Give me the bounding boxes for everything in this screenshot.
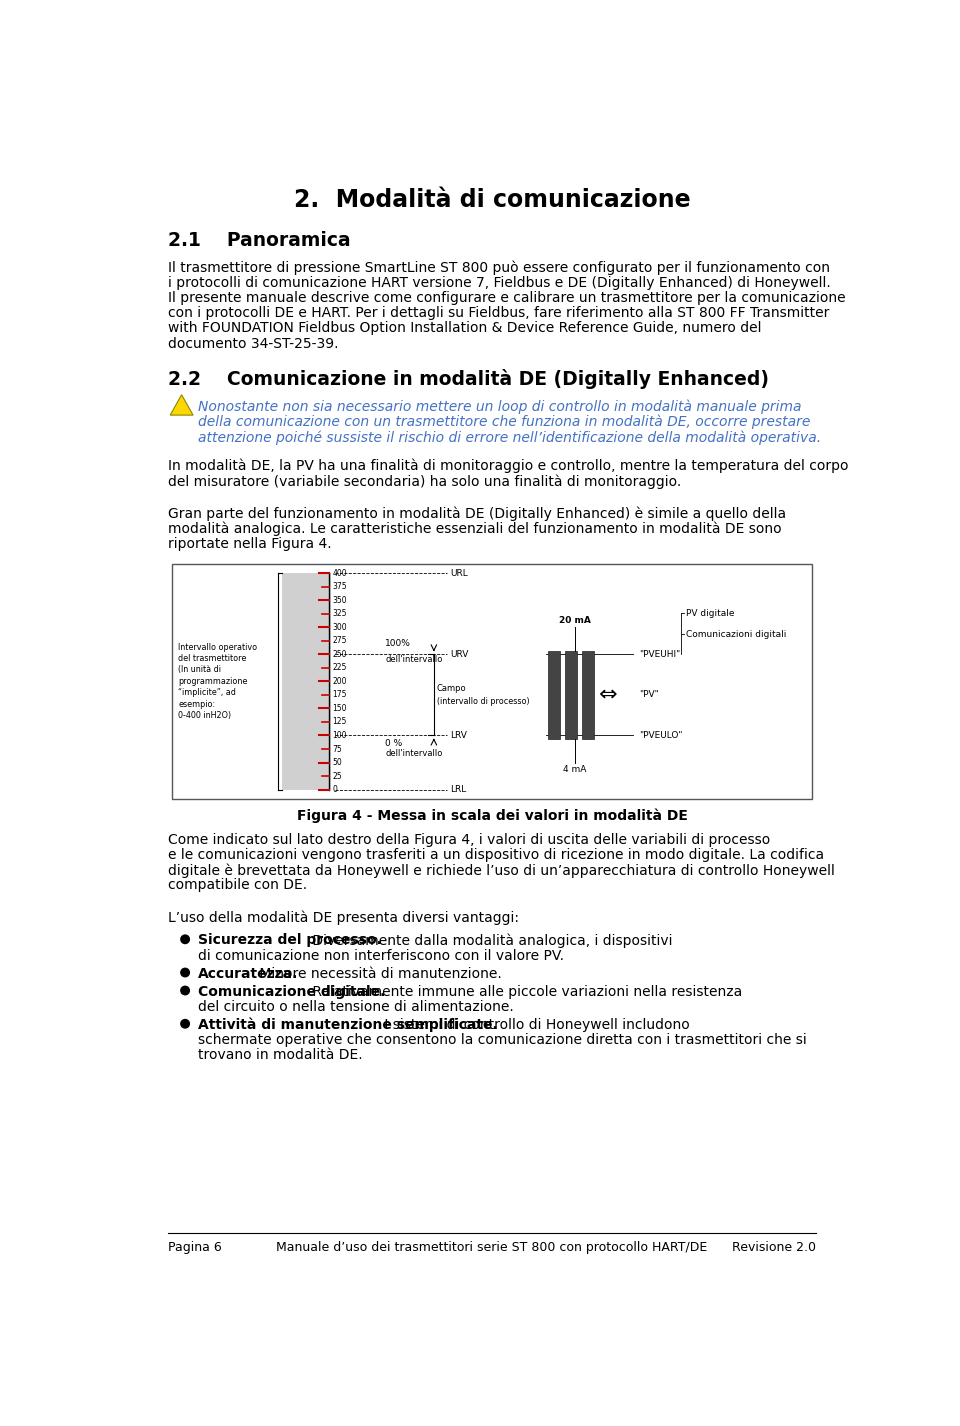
Text: attenzione poiché sussiste il rischio di errore nell’identificazione della modal: attenzione poiché sussiste il rischio di… <box>198 431 821 445</box>
Bar <box>582 652 594 739</box>
Text: documento 34-ST-25-39.: documento 34-ST-25-39. <box>168 337 339 351</box>
Text: dell'intervallo: dell'intervallo <box>385 749 443 759</box>
Text: I sistemi di controllo di Honeywell includono: I sistemi di controllo di Honeywell incl… <box>380 1018 690 1032</box>
Text: LRL: LRL <box>450 786 467 794</box>
Text: Accuratezza.: Accuratezza. <box>198 967 298 981</box>
Text: Il trasmettitore di pressione SmartLine ST 800 può essere configurato per il fun: Il trasmettitore di pressione SmartLine … <box>168 261 830 275</box>
Text: 325: 325 <box>332 609 347 619</box>
Text: 350: 350 <box>332 596 347 605</box>
Text: digitale è brevettata da Honeywell e richiede l’uso di un’apparecchiatura di con: digitale è brevettata da Honeywell e ric… <box>168 863 835 877</box>
Circle shape <box>180 1020 189 1028</box>
Text: Il presente manuale descrive come configurare e calibrare un trasmettitore per l: Il presente manuale descrive come config… <box>168 291 846 305</box>
Text: Attività di manutenzione semplificate.: Attività di manutenzione semplificate. <box>198 1018 497 1032</box>
Text: 300: 300 <box>332 623 347 632</box>
Text: L’uso della modalità DE presenta diversi vantaggi:: L’uso della modalità DE presenta diversi… <box>168 911 519 925</box>
Circle shape <box>180 968 189 977</box>
Text: URV: URV <box>450 650 468 659</box>
Bar <box>282 573 331 790</box>
Bar <box>564 652 577 739</box>
Text: Comunicazione digitale.: Comunicazione digitale. <box>198 985 385 998</box>
Text: 375: 375 <box>332 582 347 592</box>
Bar <box>548 652 561 739</box>
Text: "PVEULO": "PVEULO" <box>639 732 683 740</box>
Text: del misuratore (variabile secondaria) ha solo una finalità di monitoraggio.: del misuratore (variabile secondaria) ha… <box>168 475 682 489</box>
Text: 50: 50 <box>332 759 342 767</box>
Text: 25: 25 <box>332 771 342 780</box>
Text: URL: URL <box>450 569 468 578</box>
Text: di comunicazione non interferiscono con il valore PV.: di comunicazione non interferiscono con … <box>198 948 564 963</box>
Text: PV digitale: PV digitale <box>685 609 734 617</box>
Text: schermate operative che consentono la comunicazione diretta con i trasmettitori : schermate operative che consentono la co… <box>198 1034 806 1047</box>
Bar <box>172 563 812 799</box>
Text: !: ! <box>179 398 185 412</box>
Text: with FOUNDATION Fieldbus Option Installation & Device Reference Guide, numero de: with FOUNDATION Fieldbus Option Installa… <box>168 321 761 335</box>
Text: 100: 100 <box>332 732 347 740</box>
Text: modalità analogica. Le caratteristiche essenziali del funzionamento in modalità : modalità analogica. Le caratteristiche e… <box>168 522 781 536</box>
Text: Manuale d’uso dei trasmettitori serie ST 800 con protocollo HART/DE: Manuale d’uso dei trasmettitori serie ST… <box>276 1241 708 1253</box>
Text: Figura 4 - Messa in scala dei valori in modalità DE: Figura 4 - Messa in scala dei valori in … <box>297 809 687 823</box>
Text: Campo: Campo <box>437 684 467 693</box>
Circle shape <box>180 935 189 944</box>
Text: Gran parte del funzionamento in modalità DE (Digitally Enhanced) è simile a quel: Gran parte del funzionamento in modalità… <box>168 506 786 520</box>
Text: LRV: LRV <box>450 732 467 740</box>
Text: riportate nella Figura 4.: riportate nella Figura 4. <box>168 536 331 550</box>
Text: (intervallo di processo): (intervallo di processo) <box>437 696 530 706</box>
Text: Nonostante non sia necessario mettere un loop di controllo in modalità manuale p: Nonostante non sia necessario mettere un… <box>198 399 801 414</box>
Text: 2.  Modalità di comunicazione: 2. Modalità di comunicazione <box>294 188 690 212</box>
Text: "PV": "PV" <box>639 690 659 699</box>
Text: compatibile con DE.: compatibile con DE. <box>168 878 307 893</box>
Text: Minore necessità di manutenzione.: Minore necessità di manutenzione. <box>255 967 502 981</box>
Text: della comunicazione con un trasmettitore che funziona in modalità DE, occorre pr: della comunicazione con un trasmettitore… <box>198 415 810 429</box>
Text: 4 mA: 4 mA <box>564 764 587 774</box>
Text: 200: 200 <box>332 677 347 686</box>
Text: 225: 225 <box>332 663 347 673</box>
Text: Sicurezza del processo.: Sicurezza del processo. <box>198 934 381 947</box>
Text: dell'intervallo: dell'intervallo <box>385 655 443 665</box>
Text: 275: 275 <box>332 636 347 646</box>
Text: Comunicazioni digitali: Comunicazioni digitali <box>685 630 786 639</box>
Text: 0: 0 <box>332 786 337 794</box>
Text: Revisione 2.0: Revisione 2.0 <box>732 1241 816 1253</box>
Text: 150: 150 <box>332 704 347 713</box>
Text: 20 mA: 20 mA <box>559 616 590 625</box>
Text: 100%: 100% <box>385 639 411 649</box>
Text: trovano in modalità DE.: trovano in modalità DE. <box>198 1048 362 1062</box>
Text: del circuito o nella tensione di alimentazione.: del circuito o nella tensione di aliment… <box>198 1000 514 1014</box>
Text: In modalità DE, la PV ha una finalità di monitoraggio e controllo, mentre la tem: In modalità DE, la PV ha una finalità di… <box>168 459 849 473</box>
Text: 0 %: 0 % <box>385 739 402 747</box>
Text: 2.1    Panoramica: 2.1 Panoramica <box>168 231 350 250</box>
Text: i protocolli di comunicazione HART versione 7, Fieldbus e DE (Digitally Enhanced: i protocolli di comunicazione HART versi… <box>168 275 830 289</box>
Text: 125: 125 <box>332 717 347 726</box>
Text: Diversamente dalla modalità analogica, i dispositivi: Diversamente dalla modalità analogica, i… <box>308 934 673 948</box>
Text: ⇔: ⇔ <box>599 684 617 704</box>
Circle shape <box>180 987 189 995</box>
Text: 400: 400 <box>332 569 347 578</box>
Text: Come indicato sul lato destro della Figura 4, i valori di uscita delle variabili: Come indicato sul lato destro della Figu… <box>168 833 770 847</box>
Polygon shape <box>170 395 193 415</box>
Text: Pagina 6: Pagina 6 <box>168 1241 222 1253</box>
Text: 75: 75 <box>332 744 342 753</box>
Text: Relativamente immune alle piccole variazioni nella resistenza: Relativamente immune alle piccole variaz… <box>308 985 742 998</box>
Text: 250: 250 <box>332 650 347 659</box>
Text: "PVEUHI": "PVEUHI" <box>639 650 681 659</box>
Text: 2.2    Comunicazione in modalità DE (Digitally Enhanced): 2.2 Comunicazione in modalità DE (Digita… <box>168 369 769 389</box>
Text: e le comunicazioni vengono trasferiti a un dispositivo di ricezione in modo digi: e le comunicazioni vengono trasferiti a … <box>168 848 825 861</box>
Text: con i protocolli DE e HART. Per i dettagli su Fieldbus, fare riferimento alla ST: con i protocolli DE e HART. Per i dettag… <box>168 307 829 321</box>
Text: Intervallo operativo
del trasmettitore
(In unità di
programmazione
“implicite”, : Intervallo operativo del trasmettitore (… <box>179 643 257 720</box>
Text: 175: 175 <box>332 690 347 699</box>
